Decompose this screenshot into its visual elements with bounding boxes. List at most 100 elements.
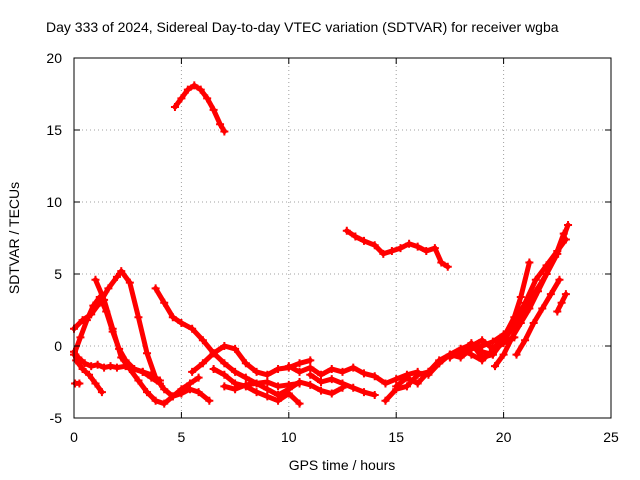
- data-point-marker: [91, 275, 100, 284]
- data-point-marker: [263, 392, 272, 401]
- data-point-marker: [216, 120, 225, 129]
- y-tick-label: -5: [50, 410, 63, 426]
- data-point-marker: [317, 370, 326, 379]
- data-point-marker: [188, 324, 197, 333]
- data-point-marker: [220, 370, 229, 379]
- data-point-marker: [209, 105, 218, 114]
- data-point-marker: [75, 379, 84, 388]
- data-point-marker: [413, 242, 422, 251]
- data-point-marker: [435, 359, 444, 368]
- y-tick-label: 0: [54, 338, 62, 354]
- data-point-marker: [284, 362, 293, 371]
- data-point-marker: [359, 369, 368, 378]
- data-point-marker: [82, 316, 91, 325]
- data-point-marker: [284, 385, 293, 394]
- data-point-marker: [295, 367, 304, 376]
- data-series: [70, 81, 573, 408]
- data-point-marker: [87, 362, 96, 371]
- data-point-marker: [392, 382, 401, 391]
- data-point-marker: [338, 379, 347, 388]
- data-point-marker: [220, 127, 229, 136]
- plot-frame: [73, 57, 612, 419]
- data-point-marker: [196, 85, 205, 94]
- data-point-marker: [194, 373, 203, 382]
- data-point-marker: [263, 378, 272, 386]
- data-point-marker: [112, 363, 121, 372]
- series-trace: [93, 277, 202, 407]
- data-point-marker: [521, 336, 530, 345]
- data-point-marker: [295, 359, 304, 368]
- data-point-marker: [533, 287, 542, 296]
- data-point-marker: [561, 290, 570, 299]
- data-point-marker: [402, 382, 411, 391]
- x-tick-label: 5: [178, 429, 186, 445]
- data-point-marker: [338, 367, 347, 376]
- data-point-marker: [370, 372, 379, 381]
- data-point-marker: [555, 275, 564, 284]
- data-point-marker: [220, 359, 229, 368]
- data-point-marker: [185, 379, 194, 388]
- data-point-marker: [95, 293, 104, 302]
- series-arc-k: [306, 370, 379, 399]
- data-point-marker: [542, 270, 551, 278]
- x-axis-label: GPS time / hours: [289, 457, 396, 473]
- data-point-marker: [138, 367, 147, 376]
- data-point-marker: [546, 290, 555, 299]
- series-arc-f: [151, 284, 304, 391]
- data-point-marker: [85, 370, 94, 379]
- data-point-marker: [413, 370, 422, 379]
- data-point-marker: [160, 385, 169, 394]
- data-point-marker: [559, 229, 568, 238]
- data-point-marker: [295, 399, 304, 408]
- data-point-marker: [231, 385, 240, 394]
- series-arc-mid: [342, 226, 452, 271]
- data-point-marker: [557, 298, 566, 307]
- data-point-marker: [422, 246, 431, 255]
- data-point-marker: [263, 385, 272, 394]
- data-point-marker: [160, 298, 169, 307]
- series-arc-t: [71, 379, 84, 388]
- data-point-marker: [231, 367, 240, 376]
- data-point-marker: [76, 333, 85, 342]
- series-arc-s: [553, 290, 570, 316]
- data-point-marker: [231, 344, 240, 353]
- data-point-marker: [553, 307, 562, 316]
- data-point-marker: [370, 241, 379, 250]
- data-point-marker: [306, 380, 315, 389]
- data-point-marker: [424, 370, 433, 379]
- data-point-marker: [241, 380, 250, 389]
- data-point-marker: [342, 226, 351, 235]
- series-arc-q: [491, 229, 568, 371]
- y-axis-label: SDTVAR / TECUs: [6, 182, 22, 294]
- data-point-marker: [488, 344, 497, 353]
- data-point-marker: [220, 342, 229, 350]
- data-point-marker: [379, 249, 388, 258]
- data-point-marker: [198, 359, 207, 368]
- data-point-marker: [467, 342, 476, 350]
- data-point-marker: [209, 365, 218, 374]
- data-point-marker: [78, 365, 87, 374]
- data-point-marker: [499, 333, 508, 342]
- y-tick-label: 5: [54, 266, 62, 282]
- data-point-marker: [106, 362, 115, 371]
- data-point-marker: [564, 221, 573, 230]
- data-point-marker: [177, 94, 186, 103]
- series-arc-e: [72, 356, 106, 397]
- data-point-marker: [80, 359, 89, 368]
- x-tick-label: 20: [496, 429, 512, 445]
- series-arc-high: [170, 81, 229, 136]
- data-point-marker: [359, 388, 368, 397]
- y-tick-label: 20: [46, 50, 62, 66]
- axis-ticks: 0 5 10 15 20 25 -5 0 5 10 15 20: [46, 50, 619, 445]
- series-trace: [514, 277, 562, 358]
- grid-lines: [74, 58, 611, 418]
- data-point-marker: [190, 81, 199, 90]
- data-point-marker: [125, 278, 134, 287]
- data-point-marker: [252, 388, 261, 397]
- data-point-marker: [177, 385, 186, 394]
- data-point-marker: [508, 333, 517, 342]
- data-point-marker: [220, 382, 229, 391]
- data-point-marker: [405, 239, 414, 248]
- data-point-marker: [327, 375, 336, 384]
